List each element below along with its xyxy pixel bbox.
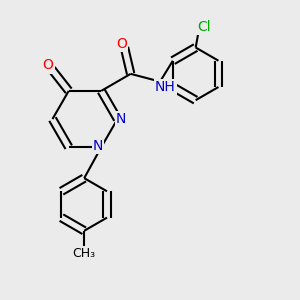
Text: N: N	[93, 139, 103, 153]
Text: N: N	[116, 112, 126, 126]
Text: NH: NH	[154, 80, 176, 94]
Text: O: O	[43, 58, 53, 73]
Text: Cl: Cl	[197, 20, 211, 34]
Text: O: O	[116, 37, 127, 51]
Text: CH₃: CH₃	[73, 247, 96, 260]
